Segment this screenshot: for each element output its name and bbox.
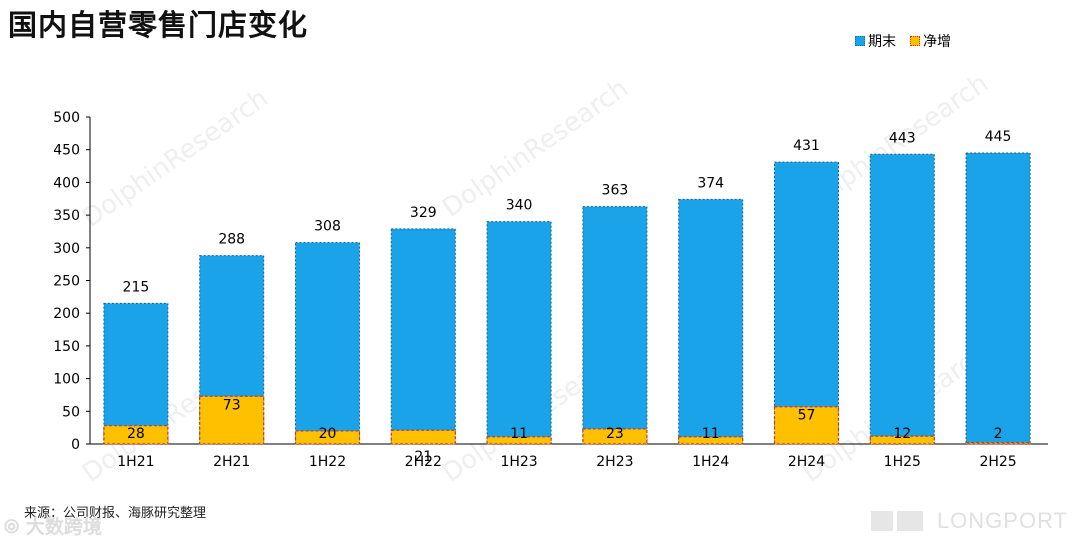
data-label-net: 2	[994, 426, 1003, 442]
data-label-net: 21	[414, 449, 432, 465]
bar-total-2H23	[582, 206, 648, 445]
x-tick-label: 2H23	[596, 454, 633, 470]
data-label-total: 374	[697, 175, 724, 191]
y-tick-label: 400	[53, 175, 80, 191]
x-tick-label: 2H25	[979, 454, 1016, 470]
bar-net-2H23	[582, 428, 648, 445]
bar-net-1H23	[486, 436, 552, 445]
x-tick-label: 2H22	[405, 454, 442, 470]
y-tick-label: 500	[53, 110, 80, 126]
legend-item-net: 净增	[910, 31, 951, 51]
x-tick-label: 1H24	[692, 454, 729, 470]
chart-title: 国内自营零售门店变化	[8, 8, 309, 42]
legend: 期末 净增	[855, 31, 951, 51]
legend-item-total: 期末	[855, 31, 896, 51]
bar-total-2H22	[390, 228, 456, 445]
bar-net-2H24	[773, 406, 840, 445]
bar-total-1H24	[678, 198, 744, 445]
x-tick-label: 1H25	[884, 454, 921, 470]
data-label-net: 28	[127, 426, 145, 442]
y-tick-label: 150	[53, 339, 80, 355]
data-label-net: 20	[319, 426, 337, 442]
bar-net-2H25	[965, 442, 1031, 445]
data-label-net: 23	[606, 426, 624, 442]
data-label-net: 73	[223, 397, 241, 413]
corner-logo-icon: ⦾	[4, 516, 26, 538]
legend-swatch-total	[855, 36, 865, 46]
y-tick-label: 450	[53, 143, 80, 159]
x-tick-label: 2H24	[788, 454, 825, 470]
data-label-net: 11	[702, 426, 720, 442]
y-tick-label: 250	[53, 274, 80, 290]
source-note: 来源：公司财报、海豚研究整理	[24, 506, 207, 521]
bar-net-1H24	[678, 436, 744, 445]
data-label-total: 443	[889, 130, 916, 146]
data-label-total: 215	[123, 279, 150, 295]
bars	[103, 152, 1031, 445]
data-label-total: 445	[985, 129, 1012, 145]
x-tick-label: 1H23	[500, 454, 537, 470]
data-label-total: 363	[602, 183, 629, 199]
legend-label-net: 净增	[923, 34, 951, 50]
corner-logo-text: 大数跨境	[25, 516, 102, 538]
x-tick-label: 2H21	[213, 454, 250, 470]
watermark-text: DolphinResearch	[437, 73, 634, 223]
longport-icon	[870, 511, 923, 531]
data-label-total: 431	[793, 138, 820, 154]
bar-net-2H22	[390, 429, 456, 445]
data-label-total: 288	[218, 232, 245, 248]
longport-text: LONGPORT	[936, 508, 1068, 533]
bar-total-2H24	[774, 161, 839, 445]
bar-total-1H21	[103, 302, 169, 445]
data-label-total: 329	[410, 205, 437, 221]
y-tick-label: 300	[53, 241, 80, 257]
data-label-total: 340	[506, 198, 533, 214]
y-tick-label: 350	[53, 208, 80, 224]
y-tick-label: 200	[53, 306, 80, 322]
bar-total-1H25	[869, 153, 935, 445]
bar-net-1H22	[294, 430, 361, 445]
bar-net-2H21	[199, 395, 265, 445]
watermark-text: DolphinResearch	[77, 83, 274, 233]
bar-total-1H23	[486, 221, 552, 445]
bar-total-2H25	[965, 152, 1031, 445]
data-label-net: 11	[510, 426, 528, 442]
bar-total-1H22	[295, 242, 360, 445]
corner-logo: ⦾ 大数跨境	[4, 512, 102, 539]
legend-label-total: 期末	[868, 34, 896, 50]
x-tick-label: 1H22	[309, 454, 346, 470]
bar-net-1H21	[103, 425, 169, 445]
legend-swatch-net	[910, 36, 920, 46]
x-tick-label: 1H21	[117, 454, 154, 470]
y-tick-label: 100	[53, 372, 80, 388]
data-label-total: 308	[314, 219, 341, 235]
longport-logo: LONGPORT	[870, 508, 1068, 534]
y-tick-label: 50	[62, 404, 80, 420]
y-tick-label: 0	[71, 437, 80, 453]
bar-net-1H25	[869, 435, 935, 445]
data-label-net: 12	[893, 426, 911, 442]
data-label-net: 57	[798, 408, 816, 424]
